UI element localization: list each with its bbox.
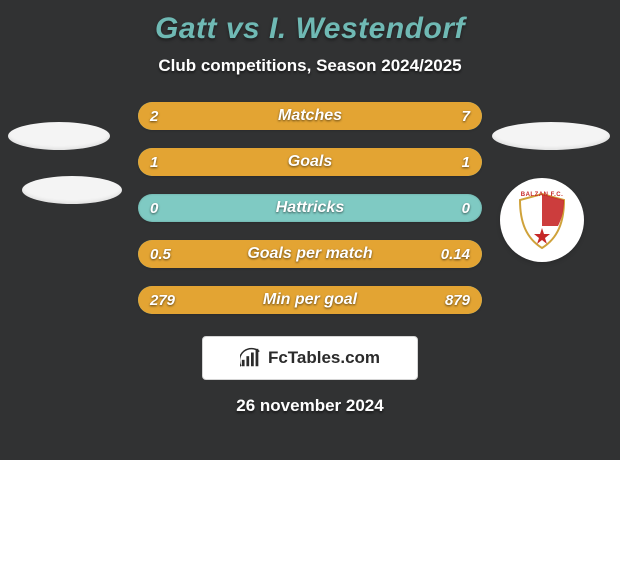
stat-bar: Goals11	[138, 148, 482, 176]
stat-bar-right-fill	[310, 148, 482, 176]
left-team-badge	[22, 176, 122, 204]
stat-bar-left-fill	[138, 240, 406, 268]
left-player-badge	[8, 122, 110, 150]
right-player-badge	[492, 122, 610, 150]
chart-icon	[240, 347, 262, 369]
stat-bar: Goals per match0.50.14	[138, 240, 482, 268]
crest-label: BALZAN F.C.	[521, 192, 564, 198]
subtitle: Club competitions, Season 2024/2025	[0, 56, 620, 76]
brand-text: FcTables.com	[268, 348, 380, 368]
stat-bar: Min per goal279879	[138, 286, 482, 314]
right-team-crest: BALZAN F.C.	[500, 178, 584, 262]
brand-attribution: FcTables.com	[202, 336, 418, 380]
stat-bar-right-fill	[406, 240, 482, 268]
stat-bar-left-fill	[138, 102, 214, 130]
stat-bar-right-fill	[214, 102, 482, 130]
stat-bar-right-fill	[221, 286, 482, 314]
stat-label: Hattricks	[138, 199, 482, 217]
stat-bar: Matches27	[138, 102, 482, 130]
stat-bar-left-fill	[138, 148, 310, 176]
stat-bar: Hattricks0 0	[138, 194, 482, 222]
date-label: 26 november 2024	[0, 396, 620, 416]
page-title: Gatt vs I. Westendorf	[0, 0, 620, 46]
stat-value-left: 0	[150, 200, 158, 217]
stat-value-right: 0	[462, 200, 470, 217]
stat-bar-left-fill	[138, 286, 221, 314]
